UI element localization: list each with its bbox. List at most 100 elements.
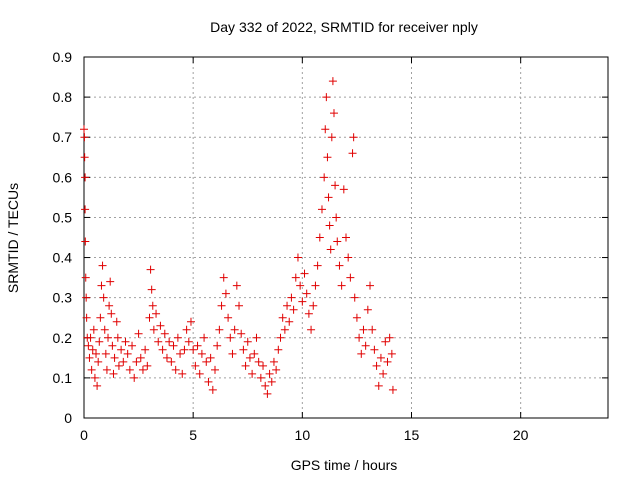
data-point: [167, 357, 176, 366]
data-point: [95, 337, 104, 346]
data-point: [80, 133, 89, 142]
data-point: [328, 77, 337, 86]
data-point: [109, 369, 118, 378]
data-point: [280, 325, 289, 334]
data-point: [191, 361, 200, 370]
data-point: [325, 221, 334, 230]
data-point: [114, 361, 123, 370]
data-point: [178, 369, 187, 378]
data-point: [87, 365, 96, 374]
data-point: [130, 373, 139, 382]
data-point: [265, 369, 274, 378]
y-tick-label: 0.1: [53, 370, 73, 386]
data-point: [86, 333, 95, 342]
y-tick-label: 0.4: [53, 250, 73, 266]
data-point: [385, 333, 394, 342]
y-tick-label: 0.8: [53, 89, 73, 105]
data-point: [285, 317, 294, 326]
data-point: [320, 173, 329, 182]
x-tick-label: 0: [80, 427, 88, 443]
data-point: [248, 369, 257, 378]
data-point: [160, 329, 169, 338]
data-point: [94, 357, 103, 366]
data-point: [180, 345, 189, 354]
data-point: [136, 353, 145, 362]
data-point: [274, 345, 283, 354]
data-point: [327, 133, 336, 142]
data-point: [344, 253, 353, 262]
data-point: [98, 261, 107, 270]
data-point: [237, 329, 246, 338]
data-point: [374, 381, 383, 390]
data-point: [263, 389, 272, 398]
data-point: [200, 333, 209, 342]
data-point: [254, 357, 263, 366]
data-point: [224, 313, 233, 322]
data-point: [276, 333, 285, 342]
data-point: [250, 349, 259, 358]
plot-frame: [83, 56, 609, 419]
data-point: [228, 349, 237, 358]
data-point: [235, 301, 244, 310]
y-tick-label: 0.3: [53, 290, 73, 306]
x-axis-label: GPS time / hours: [291, 457, 398, 473]
data-point: [148, 301, 157, 310]
y-tick-label: 0.6: [53, 169, 73, 185]
data-point: [176, 349, 185, 358]
data-point: [215, 325, 224, 334]
y-tick-label: 0.2: [53, 330, 73, 346]
data-point: [366, 281, 375, 290]
data-point: [108, 341, 117, 350]
data-point: [117, 345, 126, 354]
data-point: [326, 245, 335, 254]
data-point: [105, 301, 114, 310]
data-point: [96, 313, 105, 322]
x-tick-label: 15: [404, 427, 420, 443]
y-tick-label: 0.5: [53, 209, 73, 225]
data-point: [189, 345, 198, 354]
data-point: [256, 373, 265, 382]
data-point: [368, 325, 377, 334]
tick-labels: 0 0.1 0.2 0.3 0.4 0.5 0.6 0.7 0.8 0.9 0 5 10 15 20: [53, 49, 529, 443]
data-point: [219, 273, 228, 282]
data-point: [85, 353, 94, 362]
data-point: [206, 353, 215, 362]
data-point: [348, 149, 357, 158]
data-point: [121, 337, 130, 346]
data-point: [169, 341, 178, 350]
data-point: [92, 349, 101, 358]
data-point: [165, 337, 174, 346]
data-point: [309, 301, 318, 310]
data-point: [112, 317, 121, 326]
data-point: [211, 365, 219, 374]
data-point: [146, 265, 155, 274]
data-point: [381, 337, 390, 346]
data-point: [349, 133, 358, 142]
y-tick-label: 0.9: [53, 49, 73, 65]
x-tick-label: 10: [295, 427, 311, 443]
data-point: [355, 333, 364, 342]
data-point: [107, 309, 116, 318]
data-point: [152, 309, 161, 318]
data-point: [317, 205, 326, 214]
data-point: [337, 281, 346, 290]
data-point: [197, 349, 206, 358]
data-point: [287, 293, 296, 302]
data-point: [132, 357, 141, 366]
data-point: [322, 93, 331, 102]
data-point: [243, 337, 252, 346]
data-point: [101, 349, 110, 358]
data-point: [331, 181, 340, 190]
data-point: [202, 357, 211, 366]
data-point: [376, 353, 385, 362]
data-point: [141, 345, 150, 354]
data-point: [113, 333, 122, 342]
x-tick-label: 20: [513, 427, 529, 443]
data-point: [239, 345, 248, 354]
data-point: [324, 193, 333, 202]
data-point: [171, 365, 180, 374]
data-point: [311, 281, 320, 290]
data-point: [99, 293, 108, 302]
data-point: [289, 305, 298, 314]
